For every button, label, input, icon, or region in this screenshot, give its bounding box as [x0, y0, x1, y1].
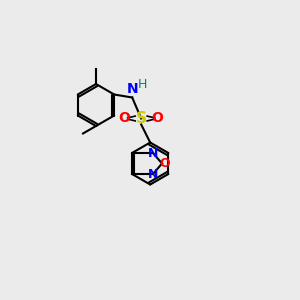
Text: N: N	[126, 82, 138, 96]
Text: H: H	[138, 79, 147, 92]
Text: N: N	[148, 167, 158, 181]
Text: N: N	[148, 146, 158, 160]
Text: O: O	[160, 157, 170, 170]
Text: O: O	[152, 112, 164, 125]
Text: S: S	[136, 111, 147, 126]
Text: O: O	[119, 112, 130, 125]
